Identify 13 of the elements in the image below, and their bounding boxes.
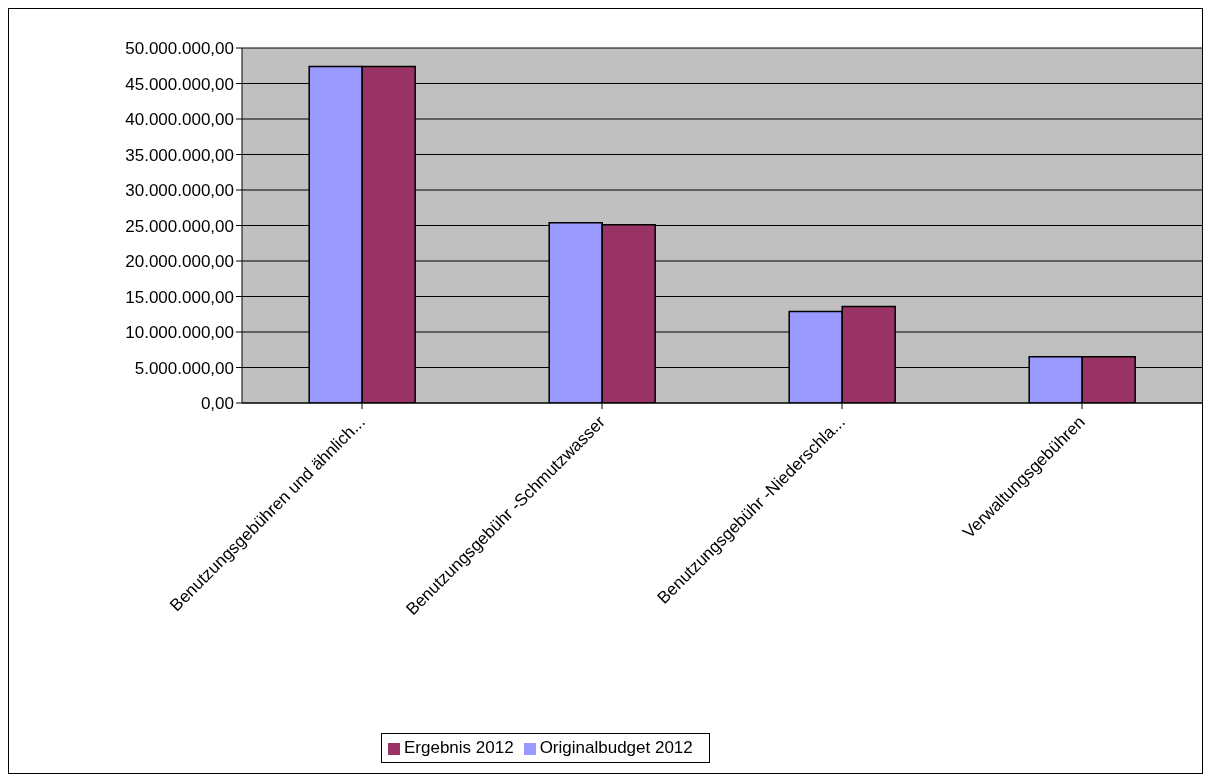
legend-label: Originalbudget 2012	[539, 738, 693, 757]
y-tick-label: 35.000.000,00	[125, 145, 234, 165]
legend-label: Ergebnis 2012	[404, 738, 514, 757]
y-tick-label: 15.000.000,00	[125, 287, 234, 307]
y-tick-label: 30.000.000,00	[125, 181, 234, 201]
y-tick-label: 5.000.000,00	[134, 358, 234, 378]
y-tick-label: 50.000.000,00	[125, 39, 234, 59]
y-tick-label: 20.000.000,00	[125, 252, 234, 272]
y-tick-label: 0,00	[200, 394, 234, 414]
y-tick-label: 45.000.000,00	[125, 74, 234, 94]
y-tick-label: 25.000.000,00	[125, 216, 234, 236]
y-tick-label: 10.000.000,00	[125, 323, 234, 343]
y-tick-label: 40.000.000,00	[125, 110, 234, 130]
